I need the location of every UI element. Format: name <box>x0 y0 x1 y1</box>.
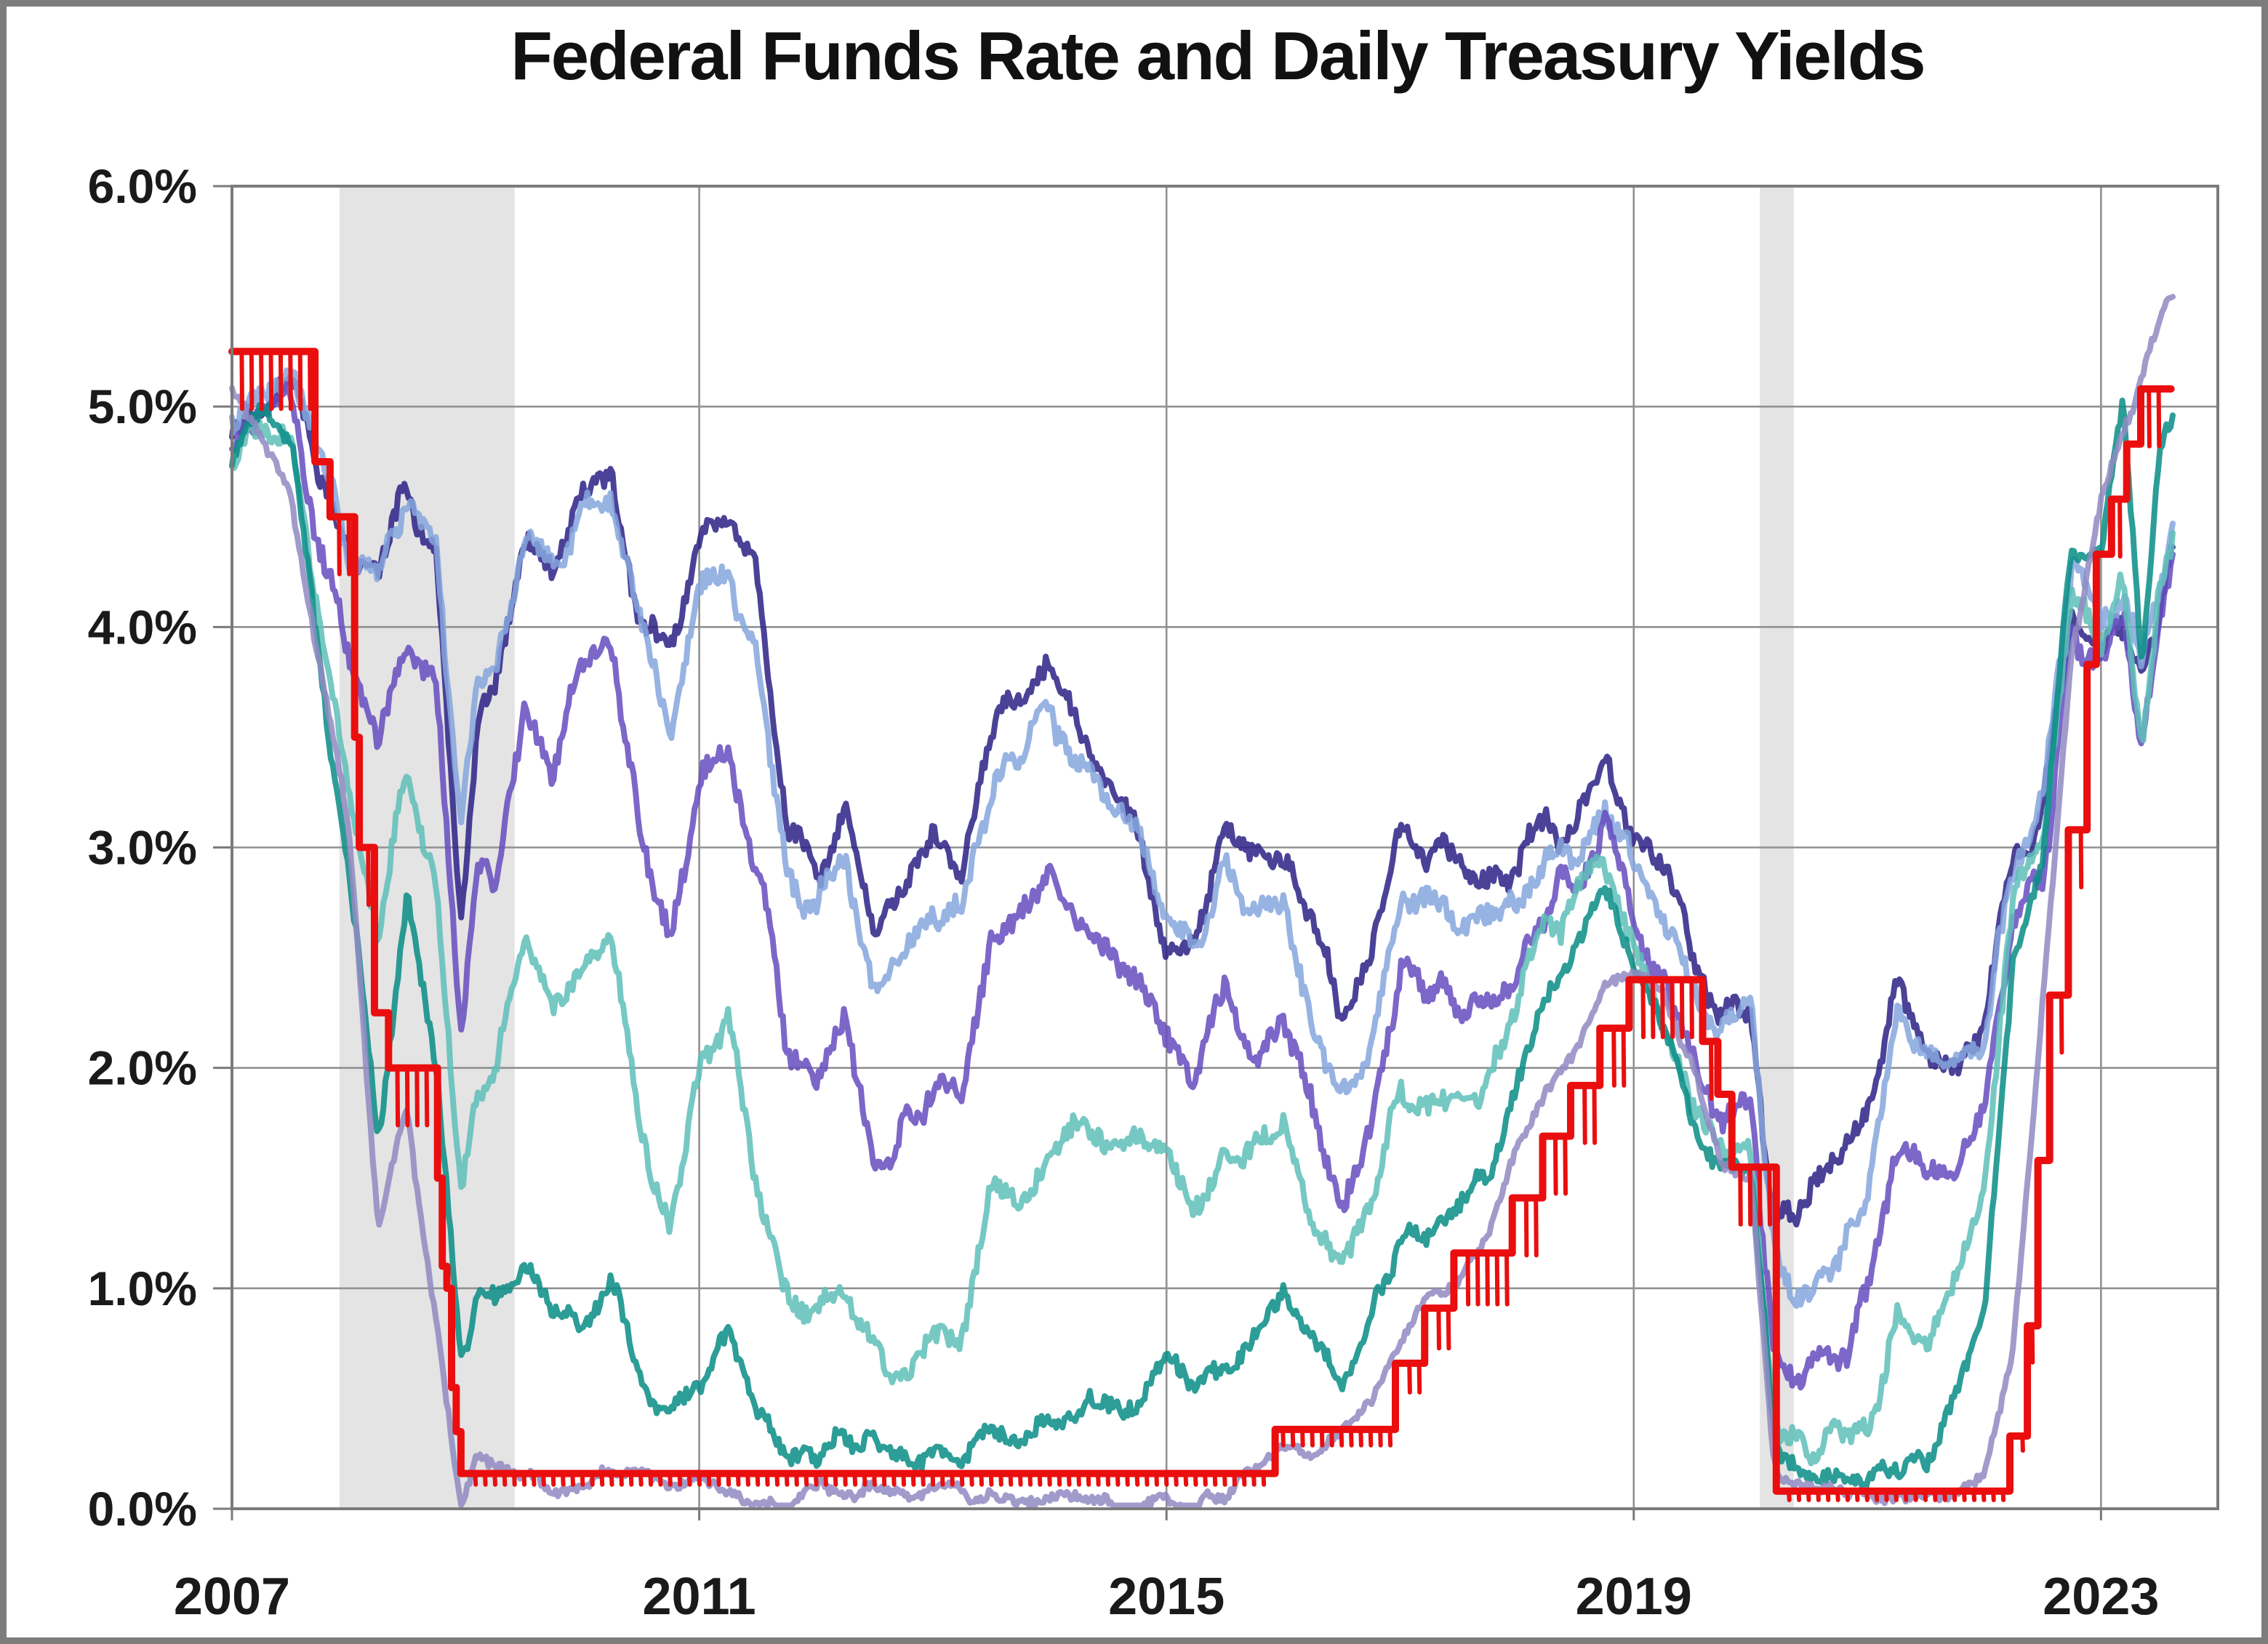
x-axis-labels: 2007 2011 2015 2019 2023 <box>174 1568 2160 1626</box>
y-axis-label: 0.0% <box>88 1482 197 1536</box>
x-axis-label: 2019 <box>1576 1568 1692 1626</box>
fed-funds-dips <box>239 349 2162 1502</box>
x-axis-label: 2023 <box>2043 1568 2159 1626</box>
series-t3m-line <box>229 294 2176 1509</box>
x-axis-label: 2015 <box>1108 1568 1225 1626</box>
y-axis-label: 1.0% <box>88 1262 197 1315</box>
series-t5y-line <box>229 417 2176 1467</box>
fed-funds-line <box>228 348 2175 1495</box>
y-axis-label: 4.0% <box>88 600 197 654</box>
series-fed-funds <box>228 348 2175 1502</box>
y-axis-label: 2.0% <box>88 1041 197 1095</box>
plot-border <box>231 185 2219 1510</box>
series-t10y-line <box>229 381 2176 1391</box>
series-t20y-line <box>229 367 2176 1309</box>
y-axis-labels: 0.0% 1.0% 2.0% 3.0% 4.0% 5.0% 6.0% <box>88 159 197 1536</box>
x-axis-label: 2007 <box>174 1568 290 1626</box>
axis-ticks <box>213 185 2102 1520</box>
gridlines <box>232 186 2218 1509</box>
y-axis-label: 6.0% <box>88 159 197 213</box>
yield-chart-plot: 0.0% 1.0% 2.0% 3.0% 4.0% 5.0% 6.0% 2007 2011 2015… <box>88 159 2219 1626</box>
y-axis-label: 3.0% <box>88 821 197 875</box>
series-t2y-line <box>229 397 2176 1492</box>
y-axis-label: 5.0% <box>88 380 197 433</box>
chart-title: Federal Funds Rate and Daily Treasury Yi… <box>510 17 1926 94</box>
x-axis-label: 2011 <box>642 1568 756 1626</box>
yield-series <box>229 294 2176 1509</box>
